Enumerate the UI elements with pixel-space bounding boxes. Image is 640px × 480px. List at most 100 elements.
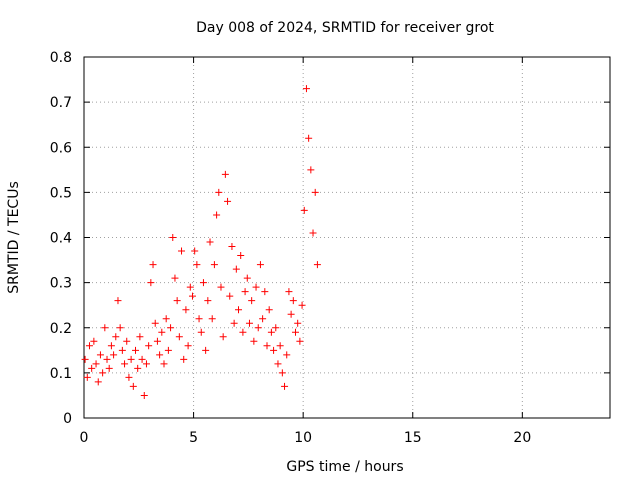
y-tick-label: 0.2 xyxy=(50,321,72,337)
data-point xyxy=(307,166,315,174)
data-point xyxy=(153,337,161,345)
data-point xyxy=(272,324,280,332)
data-point xyxy=(107,342,115,350)
data-point xyxy=(202,346,210,354)
data-point xyxy=(103,355,111,363)
data-point xyxy=(219,333,227,341)
data-point xyxy=(302,85,310,93)
data-point xyxy=(173,297,181,305)
data-point xyxy=(254,324,262,332)
y-tick-label: 0.8 xyxy=(50,50,72,66)
data-point xyxy=(167,324,175,332)
data-point xyxy=(182,306,190,314)
data-point xyxy=(274,360,282,368)
data-point xyxy=(112,333,120,341)
data-point xyxy=(125,373,133,381)
data-point xyxy=(136,333,144,341)
data-point xyxy=(287,310,295,318)
data-point xyxy=(276,342,284,350)
data-point xyxy=(195,315,203,323)
data-point xyxy=(291,328,299,336)
data-point xyxy=(197,328,205,336)
data-point xyxy=(237,252,245,260)
data-point xyxy=(283,351,291,359)
x-tick-label: 0 xyxy=(80,430,89,446)
data-point xyxy=(230,319,238,327)
data-point xyxy=(267,328,275,336)
y-tick-label: 0.4 xyxy=(50,231,72,247)
data-point xyxy=(232,265,240,273)
data-point xyxy=(90,337,98,345)
data-point xyxy=(199,279,207,287)
data-point xyxy=(186,283,194,291)
data-point xyxy=(184,342,192,350)
data-point xyxy=(226,292,234,300)
y-tick-label: 0.1 xyxy=(50,366,72,382)
data-point xyxy=(151,319,159,327)
data-point xyxy=(228,243,236,251)
data-point xyxy=(252,283,260,291)
data-point xyxy=(285,288,293,296)
data-point xyxy=(305,134,313,142)
y-axis-label: SRMTID / TECUs xyxy=(6,181,22,294)
data-point xyxy=(188,292,196,300)
y-tick-label: 0.5 xyxy=(50,185,72,201)
data-point xyxy=(105,364,113,372)
data-point xyxy=(169,234,177,241)
data-point xyxy=(175,333,183,341)
data-point xyxy=(191,247,199,255)
data-point xyxy=(278,369,286,377)
data-point xyxy=(81,355,89,363)
axis-ticks: 0 0.1 0.2 0.3 0.4 0.5 0.6 0.7 0.8 0 5 10 15 20 xyxy=(50,50,610,446)
x-tick-label: 15 xyxy=(404,430,422,446)
data-point xyxy=(171,274,179,282)
data-point xyxy=(101,324,109,332)
data-point xyxy=(160,360,168,368)
data-point xyxy=(129,382,137,390)
data-point xyxy=(156,351,164,359)
data-point xyxy=(208,315,216,323)
data-point xyxy=(239,328,247,336)
data-point xyxy=(121,360,129,368)
plot-area-frame xyxy=(83,56,611,419)
data-point xyxy=(241,288,249,296)
x-axis-label: GPS time / hours xyxy=(286,459,403,475)
data-point xyxy=(289,297,297,305)
x-tick-label: 20 xyxy=(513,430,531,446)
data-point xyxy=(162,315,170,323)
data-point xyxy=(263,342,271,350)
data-point xyxy=(142,360,150,368)
data-point xyxy=(145,342,153,350)
data-point xyxy=(149,261,157,269)
data-point xyxy=(259,315,267,323)
data-point xyxy=(311,188,319,196)
data-point xyxy=(206,238,214,246)
data-point xyxy=(116,324,124,332)
data-point xyxy=(261,288,269,296)
data-series-srmtid xyxy=(81,85,321,399)
data-point xyxy=(99,369,107,377)
data-point xyxy=(204,297,212,305)
data-point xyxy=(83,373,91,381)
chart-title: Day 008 of 2024, SRMTID for receiver gro… xyxy=(196,20,494,36)
data-point xyxy=(309,229,317,237)
data-point xyxy=(221,170,229,178)
data-point xyxy=(164,346,172,354)
data-point xyxy=(140,391,148,399)
data-point xyxy=(158,328,166,336)
grid-lines xyxy=(84,57,610,418)
y-tick-label: 0.7 xyxy=(50,95,72,111)
data-point xyxy=(180,355,188,363)
data-point xyxy=(110,351,118,359)
data-point xyxy=(210,261,218,269)
data-point xyxy=(114,297,122,305)
data-point xyxy=(193,261,201,269)
data-point xyxy=(88,364,96,372)
data-point xyxy=(300,206,308,214)
data-point xyxy=(85,342,93,350)
data-point xyxy=(250,337,258,345)
data-point xyxy=(118,346,126,354)
x-tick-label: 5 xyxy=(189,430,198,446)
data-point xyxy=(243,274,251,282)
